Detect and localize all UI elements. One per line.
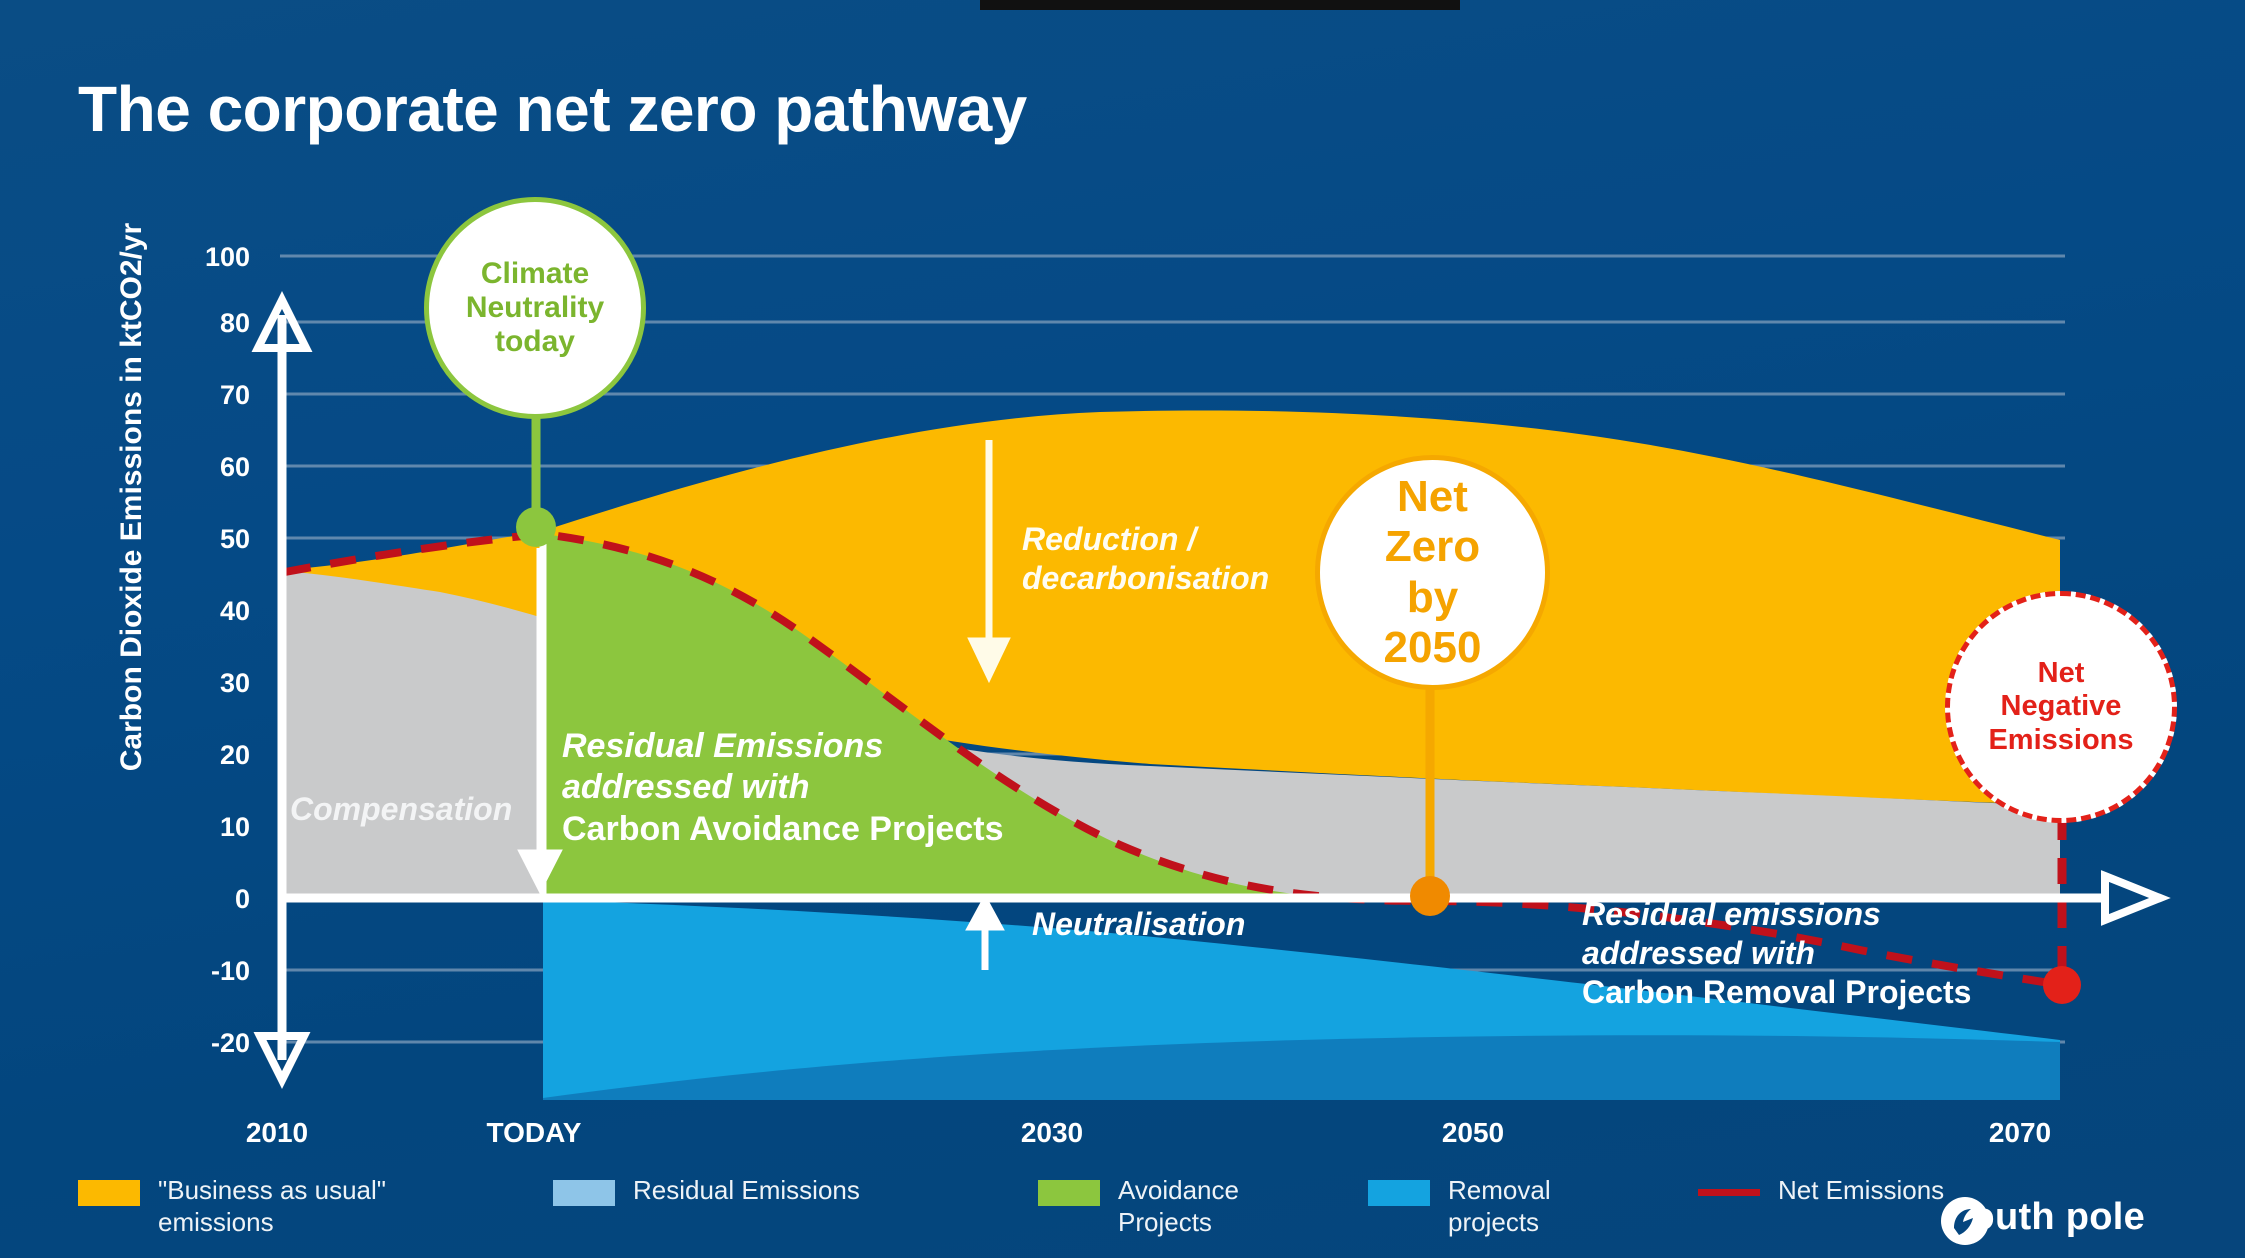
y-tick-neg10: -10: [210, 956, 250, 986]
x-tick-today: TODAY: [486, 1117, 582, 1148]
y-axis-arrow-bottom: [253, 1032, 311, 1089]
neutralisation-arrow: [965, 893, 1005, 970]
legend-swatch-residual: [553, 1180, 615, 1206]
annotation-reduction-line2: decarbonisation: [1022, 560, 1270, 597]
legend-item-residual[interactable]: Residual Emissions: [553, 1175, 983, 1207]
y-tick-60: 60: [219, 452, 250, 482]
legend-label-avoidance: Avoidance Projects: [1118, 1175, 1239, 1237]
x-tick-2030: 2030: [1020, 1117, 1084, 1148]
annotation-reduction-line1: Reduction /: [1022, 521, 1197, 557]
legend-item-bau[interactable]: "Business as usual" emissions: [78, 1175, 498, 1238]
bubble-netneg-line1: Net: [2037, 657, 2085, 690]
brand-logo: south pole: [1940, 1196, 2145, 1245]
annotation-neutralisation: Neutralisation: [1032, 906, 1246, 942]
legend-item-avoidance[interactable]: Avoidance Projects: [1038, 1175, 1358, 1238]
x-tick-2070: 2070: [1988, 1117, 2052, 1148]
bubble-netzero-line2: Zero: [1384, 522, 1481, 572]
bubble-netzero-line3: by: [1406, 572, 1459, 622]
y-tick-100: 100: [204, 242, 250, 272]
annotation-removal-line1: Residual emissions: [1582, 896, 1881, 932]
x-axis-arrow: [2101, 870, 2171, 926]
net-negative-endpoint: [2043, 966, 2081, 1004]
bubble-climate-neutrality[interactable]: Climate Neutrality today: [424, 197, 646, 419]
y-tick-20: 20: [219, 740, 250, 770]
y-tick-40: 40: [219, 596, 250, 626]
legend-line-net-emissions: [1698, 1189, 1760, 1196]
south-pole-mark-icon: [1941, 1197, 1989, 1245]
bubble-net-zero[interactable]: Net Zero by 2050: [1315, 455, 1550, 690]
annotation-removal-line3: Carbon Removal Projects: [1582, 974, 1972, 1011]
y-tick-0: 0: [234, 884, 250, 914]
bubble-netneg-line2: Negative: [2000, 690, 2122, 723]
bubble-climate-line2: Neutrality: [465, 290, 605, 324]
legend-label-bau: "Business as usual" emissions: [158, 1175, 387, 1237]
legend-label-removal: Removal projects: [1448, 1175, 1551, 1237]
y-tick-80: 80: [219, 308, 250, 338]
legend-item-removal[interactable]: Removal projects: [1368, 1175, 1688, 1238]
legend-swatch-bau: [78, 1180, 140, 1206]
annotation-avoidance-line2: addressed with: [562, 768, 810, 807]
annotation-avoidance-line1: Residual Emissions: [562, 727, 884, 765]
bubble-netzero-line4: 2050: [1383, 622, 1482, 672]
chart-legend: "Business as usual" emissions Residual E…: [78, 1175, 2178, 1255]
y-tick-neg20: -20: [210, 1028, 250, 1058]
annotation-removal-line2: addressed with: [1582, 935, 1815, 972]
legend-swatch-removal: [1368, 1180, 1430, 1206]
y-axis-arrow-top: [251, 291, 313, 352]
net-emissions-line: [284, 529, 2063, 989]
net-zero-point: [1410, 876, 1450, 916]
annotation-avoidance: Residual Emissions addressed with Carbon…: [562, 726, 1004, 850]
x-tick-2010: 2010: [245, 1117, 309, 1148]
bubble-net-negative[interactable]: Net Negative Emissions: [1945, 591, 2177, 823]
annotation-compensation: Compensation: [290, 791, 513, 827]
y-tick-30: 30: [219, 668, 250, 698]
annotation-removal: Residual emissions addressed with Carbon…: [1582, 895, 1971, 1012]
y-tick-10: 10: [219, 812, 250, 842]
area-avoidance-projects: [543, 534, 1430, 900]
legend-item-net-emissions[interactable]: Net Emissions: [1698, 1175, 2098, 1207]
reduction-arrow: [967, 440, 1011, 684]
area-business-as-usual: [285, 410, 2060, 805]
annotation-reduction: Reduction / decarbonisation: [1022, 520, 1269, 598]
legend-label-residual: Residual Emissions: [633, 1175, 860, 1205]
legend-swatch-avoidance: [1038, 1180, 1100, 1206]
annotation-avoidance-line3: Carbon Avoidance Projects: [562, 809, 1004, 848]
top-black-bar: [980, 0, 1460, 10]
bubble-climate-line3: today: [494, 325, 575, 359]
y-tick-70: 70: [219, 380, 250, 410]
compensation-arrow: [517, 548, 563, 895]
x-tick-2050: 2050: [1441, 1117, 1505, 1148]
page-title: The corporate net zero pathway: [78, 73, 1027, 145]
climate-neutrality-point: [516, 507, 556, 547]
area-removal-shadow: [543, 1035, 2060, 1100]
bubble-netneg-line3: Emissions: [1988, 723, 2134, 756]
legend-label-net-emissions: Net Emissions: [1778, 1175, 1945, 1205]
bubble-climate-line1: Climate: [480, 256, 590, 290]
bubble-netzero-line1: Net: [1397, 472, 1468, 522]
y-tick-50: 50: [219, 524, 250, 554]
